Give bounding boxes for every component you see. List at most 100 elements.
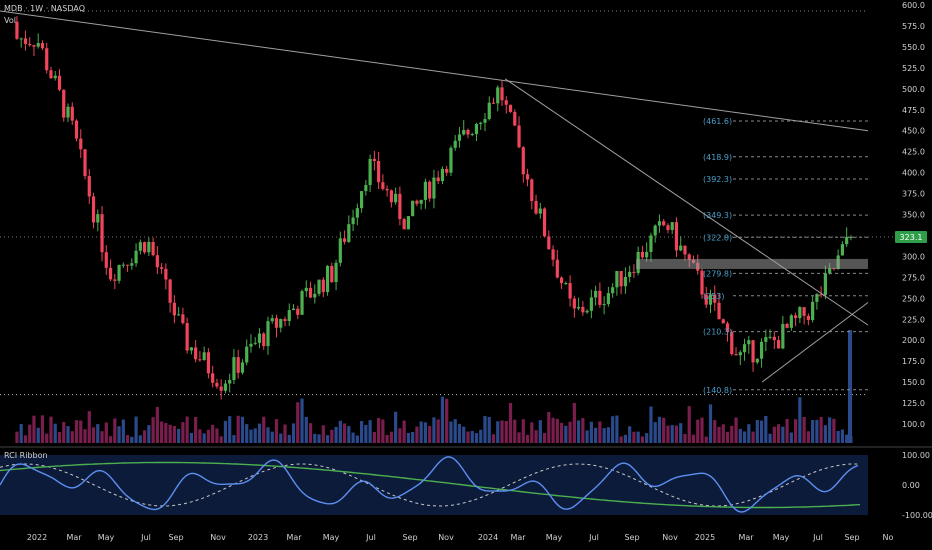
volume-bar [66, 426, 70, 443]
price-tick-label: 425.0 [902, 148, 925, 157]
volume-bar [330, 429, 334, 443]
candle-body [134, 250, 138, 264]
volume-bar [687, 406, 691, 443]
volume-bar [738, 428, 742, 443]
candle-body [645, 251, 649, 258]
volume-bar [483, 416, 487, 443]
volume-bar [513, 419, 517, 443]
candle-body [266, 321, 270, 347]
volume-bar [628, 426, 632, 443]
price-tick-label: 200.0 [902, 336, 925, 345]
price-tick-label: 225.0 [902, 315, 925, 324]
volume-bar [155, 406, 159, 443]
volume-bar [240, 416, 245, 443]
volume-bar [691, 434, 696, 443]
volume-bar [764, 415, 768, 443]
volume-bar [713, 420, 717, 443]
candle-body [181, 314, 185, 324]
volume-bar [262, 416, 266, 443]
candle-body [555, 259, 559, 278]
candle-body [470, 134, 474, 136]
volume-bar [287, 434, 291, 443]
volume-bar [508, 402, 513, 443]
volume-bar [742, 431, 747, 443]
volume-bar [177, 428, 181, 443]
symbol-title[interactable]: MDB · 1W · NASDAQ [4, 4, 85, 13]
candle-body [423, 181, 428, 200]
volume-bar [91, 427, 96, 443]
candle-body [28, 43, 32, 46]
fib-level-label: (349.3) [703, 211, 732, 220]
volume-bar [517, 432, 521, 443]
volume-bar [151, 417, 155, 443]
candle-body [713, 294, 717, 303]
rci-slow-line [0, 461, 861, 509]
candle-body [789, 315, 793, 328]
price-tick-label: 575.0 [902, 22, 925, 31]
price-tick-label: 250.0 [902, 294, 925, 303]
candle-body [245, 346, 249, 363]
candle-body [721, 319, 725, 324]
time-tick-label: 2023 [248, 533, 268, 542]
candle-body [415, 200, 419, 204]
price-tick-label: 550.0 [902, 43, 925, 52]
volume-bar [623, 434, 628, 443]
volume-bar [245, 424, 249, 443]
volume-bar [215, 428, 219, 443]
volume-bar [142, 430, 147, 443]
candle-body [453, 140, 457, 148]
volume-bar [249, 429, 253, 443]
volume-bar [564, 425, 568, 443]
candle-body [828, 268, 832, 274]
candle-body [74, 120, 79, 139]
candle-body [359, 191, 364, 209]
candle-body [164, 268, 168, 280]
candle-body [385, 188, 389, 191]
volume-bar [555, 418, 559, 443]
candle-body [768, 336, 772, 338]
volume-bar [313, 433, 317, 443]
candle-body [491, 102, 496, 104]
candle-body [57, 75, 62, 90]
price-tick-label: 375.0 [902, 190, 925, 199]
volume-bar [274, 419, 279, 443]
volume-bar [542, 433, 547, 443]
volume-bar [364, 424, 368, 443]
volume-bar [377, 417, 381, 443]
volume-bar [317, 434, 321, 443]
candle-body [594, 290, 598, 298]
fib-level-label: (253) [703, 292, 725, 301]
candle-body [253, 342, 257, 344]
candle-body [623, 276, 628, 287]
candle-body [628, 271, 632, 277]
volume-bar [704, 436, 708, 443]
last-price-badge-text: 323.1 [900, 233, 923, 242]
volume-bar [389, 431, 393, 443]
time-tick-label: Sep [168, 533, 183, 542]
candle-body [36, 43, 40, 47]
candle-body [211, 373, 215, 383]
candle-body [649, 235, 653, 252]
candle-body [83, 149, 87, 177]
volume-bar [36, 427, 40, 443]
volume-bar [270, 431, 274, 443]
candle-body [262, 333, 266, 347]
fib-level-label: (140.8) [703, 386, 732, 395]
volume-bar [611, 416, 615, 443]
candle-body [572, 298, 576, 309]
candle-body [15, 21, 19, 39]
time-tick-label: 2025 [695, 533, 715, 542]
candle-body [823, 273, 827, 296]
resistance-zone [636, 258, 868, 269]
volume-bar [325, 435, 330, 443]
volume-bar [823, 425, 827, 443]
candle-body [487, 102, 491, 120]
volume-bar [164, 423, 168, 443]
volume-bar [347, 426, 351, 443]
volume-bar [219, 436, 223, 443]
candle-body [296, 308, 300, 315]
volume-bar [70, 431, 74, 443]
candle-body [219, 386, 223, 391]
